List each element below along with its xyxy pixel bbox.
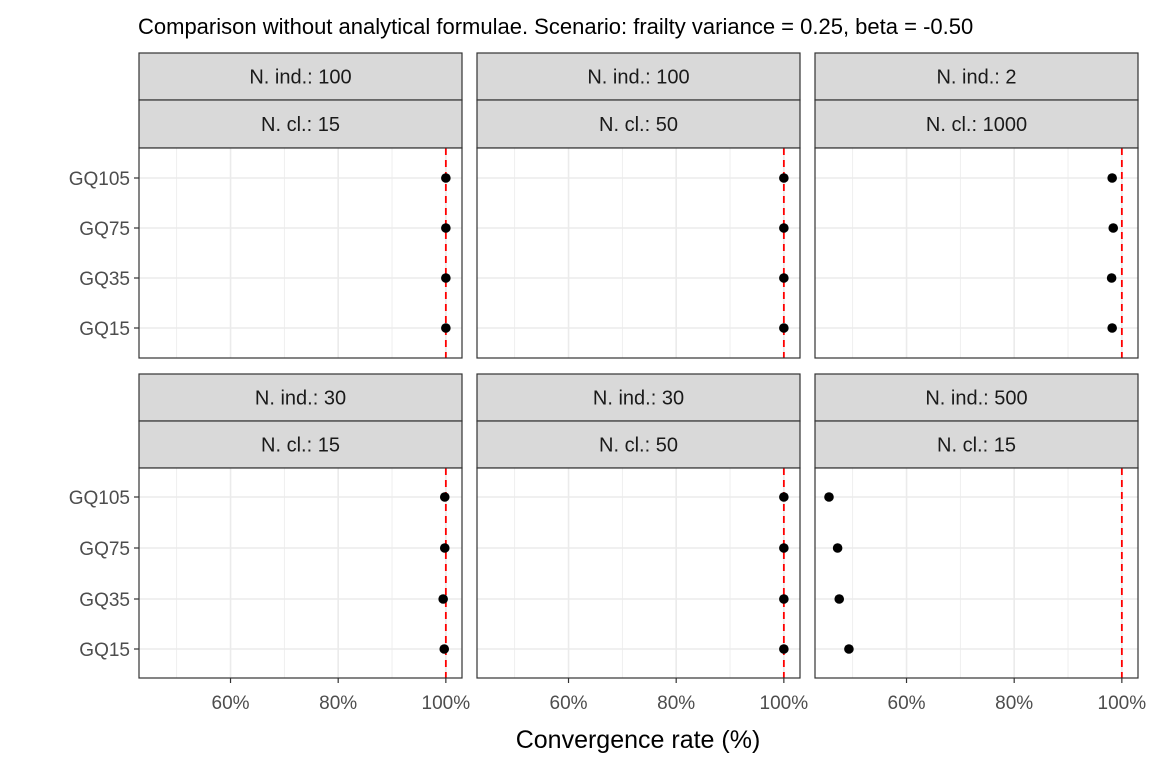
panel-background xyxy=(477,468,800,678)
x-tick-label: 80% xyxy=(319,693,357,714)
data-point-gq15 xyxy=(779,323,789,333)
x-tick-label: 60% xyxy=(550,693,588,714)
panel-border xyxy=(476,147,801,359)
panel-border xyxy=(814,467,1139,679)
data-point-gq15 xyxy=(1107,323,1117,333)
panel-background xyxy=(139,148,462,358)
x-tick-label: 100% xyxy=(760,693,809,714)
data-point-gq75 xyxy=(1108,223,1119,233)
data-point-gq75 xyxy=(441,223,451,233)
x-axis-labels: 60% 80% 100% 60% 80% 100% 60% 80% 100% xyxy=(212,678,1147,714)
data-point-gq35 xyxy=(834,594,845,604)
data-point-gq105 xyxy=(779,173,789,183)
panel-background xyxy=(815,148,1138,358)
x-tick-label: 100% xyxy=(422,693,471,714)
strip-top-bg xyxy=(476,373,801,422)
strip-bottom-label: N. cl.: 15 xyxy=(937,435,1016,457)
panel-border xyxy=(138,467,463,679)
panel-5: N. ind.: 30 N. cl.: 50 xyxy=(476,373,801,679)
x-tick-label: 80% xyxy=(657,693,695,714)
strip-bottom-bg xyxy=(814,99,1139,149)
data-point-gq105 xyxy=(824,492,834,502)
strip-top-label: N. ind.: 2 xyxy=(936,67,1016,89)
data-point-gq105 xyxy=(441,173,451,183)
chart-title: Comparison without analytical formulae. … xyxy=(138,14,973,39)
strip-bottom-label: N. cl.: 15 xyxy=(261,435,340,457)
strip-bottom-bg xyxy=(138,420,463,469)
panel-6: N. ind.: 500 N. cl.: 15 xyxy=(814,373,1139,679)
panel-border xyxy=(814,147,1139,359)
panel-4: N. ind.: 30 N. cl.: 15 xyxy=(138,373,463,679)
strip-bottom-bg xyxy=(476,420,801,469)
data-point-gq15 xyxy=(779,644,789,654)
y-tick-label: GQ75 xyxy=(79,539,130,560)
data-point-gq15 xyxy=(439,644,450,654)
panel-1: N. ind.: 100 N. cl.: 15 xyxy=(138,52,463,359)
strip-bottom-bg xyxy=(814,420,1139,469)
data-point-gq35 xyxy=(438,594,448,604)
chart-panels: N. ind.: 100 N. cl.: 15 N. ind.: 100 N. cl.… xyxy=(138,52,1139,679)
y-tick-label: GQ15 xyxy=(79,319,130,340)
data-point-gq35 xyxy=(779,273,789,283)
strip-top-bg xyxy=(138,52,463,101)
strip-bottom-label: N. cl.: 50 xyxy=(599,435,678,457)
data-point-gq105 xyxy=(779,492,789,502)
x-tick-label: 80% xyxy=(995,693,1033,714)
data-point-gq75 xyxy=(779,223,789,233)
strip-top-label: N. ind.: 30 xyxy=(255,388,346,410)
strip-top-label: N. ind.: 500 xyxy=(925,388,1027,410)
y-tick-label: GQ105 xyxy=(69,488,130,509)
data-point-gq75 xyxy=(439,543,450,553)
y-tick-label: GQ75 xyxy=(79,219,130,240)
strip-top-label: N. ind.: 100 xyxy=(587,67,689,89)
data-point-gq35 xyxy=(1106,273,1117,283)
y-axis-labels: GQ105 GQ75 GQ35 GQ15 GQ105 GQ75 GQ35 GQ15 xyxy=(69,169,139,661)
data-point-gq15 xyxy=(441,323,451,333)
strip-bottom-label: N. cl.: 15 xyxy=(261,114,340,136)
x-tick-label: 60% xyxy=(212,693,250,714)
strip-top-bg xyxy=(138,373,463,422)
strip-bottom-label: N. cl.: 50 xyxy=(599,114,678,136)
strip-bottom-label: N. cl.: 1000 xyxy=(926,114,1027,136)
panel-2: N. ind.: 100 N. cl.: 50 xyxy=(476,52,801,359)
data-point-gq75 xyxy=(779,543,789,553)
x-tick-label: 60% xyxy=(888,693,926,714)
x-axis-title: Convergence rate (%) xyxy=(516,726,761,754)
strip-top-bg xyxy=(814,373,1139,422)
strip-top-label: N. ind.: 30 xyxy=(593,388,684,410)
panel-3: N. ind.: 2 N. cl.: 1000 xyxy=(814,52,1139,359)
data-point-gq35 xyxy=(779,594,789,604)
panel-border xyxy=(476,467,801,679)
panel-background xyxy=(477,148,800,358)
data-point-gq35 xyxy=(441,273,451,283)
y-tick-label: GQ105 xyxy=(69,169,130,190)
y-tick-label: GQ15 xyxy=(79,640,130,661)
x-tick-label: 100% xyxy=(1098,693,1147,714)
data-point-gq105 xyxy=(439,492,450,502)
panel-background xyxy=(139,468,462,678)
panel-background xyxy=(815,468,1138,678)
panel-border xyxy=(138,147,463,359)
strip-top-label: N. ind.: 100 xyxy=(249,67,351,89)
data-point-gq105 xyxy=(1107,173,1117,183)
strip-bottom-bg xyxy=(138,99,463,149)
data-point-gq15 xyxy=(844,644,854,654)
y-tick-label: GQ35 xyxy=(79,590,130,611)
data-point-gq75 xyxy=(832,543,843,553)
y-tick-label: GQ35 xyxy=(79,269,130,290)
